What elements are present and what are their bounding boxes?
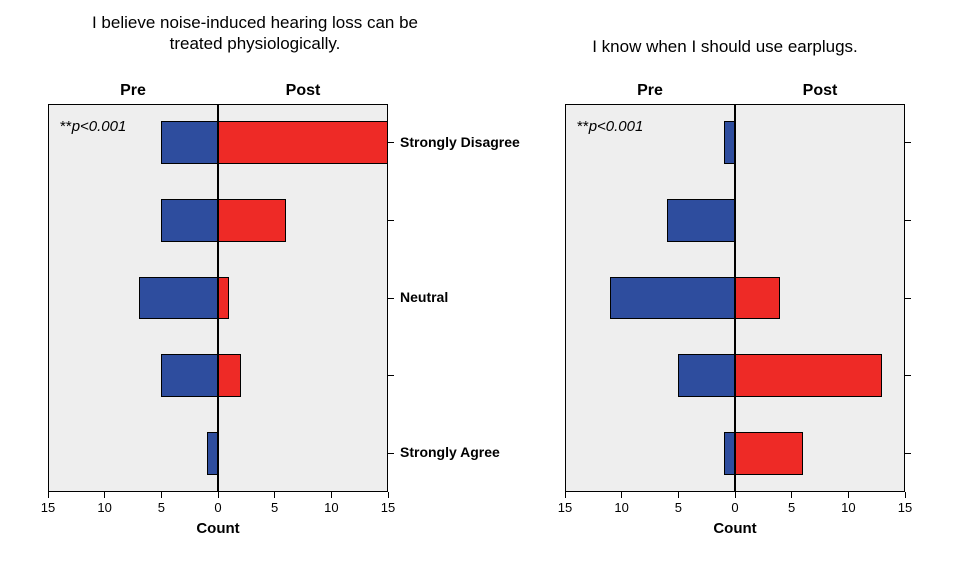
x-axis-title-right: Count — [565, 520, 905, 537]
y-tick-mark — [905, 375, 911, 376]
bar-pre-right-0 — [724, 121, 735, 164]
x-tick-mark — [735, 492, 736, 498]
chart-title-right: I know when I should use earplugs. — [555, 36, 895, 57]
x-tick-mark — [331, 492, 332, 498]
y-tick-mark — [905, 220, 911, 221]
y-tick-mark — [905, 298, 911, 299]
x-tick-mark — [678, 492, 679, 498]
x-tick-label: 15 — [33, 500, 63, 515]
bar-post-left-1 — [218, 199, 286, 242]
y-tick-mark — [388, 298, 394, 299]
x-axis-title-left: Count — [48, 520, 388, 537]
x-tick-mark — [161, 492, 162, 498]
x-tick-label: 15 — [373, 500, 403, 515]
bar-post-left-0 — [218, 121, 388, 164]
significance-label-right: **p<0.001 — [577, 118, 643, 135]
y-tick-mark — [388, 453, 394, 454]
y-tick-mark — [905, 142, 911, 143]
bar-pre-right-2 — [610, 277, 735, 320]
facet-label-post-left: Post — [263, 82, 343, 100]
bar-pre-left-3 — [161, 354, 218, 397]
x-tick-label: 10 — [316, 500, 346, 515]
x-tick-label: 10 — [90, 500, 120, 515]
x-tick-label: 5 — [260, 500, 290, 515]
bar-pre-right-1 — [667, 199, 735, 242]
x-tick-mark — [565, 492, 566, 498]
x-tick-mark — [104, 492, 105, 498]
x-tick-label: 5 — [146, 500, 176, 515]
bar-post-left-2 — [218, 277, 229, 320]
category-label-0: Strongly Disagree — [400, 134, 520, 150]
x-tick-label: 15 — [890, 500, 920, 515]
x-tick-label: 15 — [550, 500, 580, 515]
y-tick-mark — [905, 453, 911, 454]
x-tick-label: 5 — [663, 500, 693, 515]
x-tick-label: 0 — [203, 500, 233, 515]
y-tick-mark — [388, 220, 394, 221]
bar-pre-left-0 — [161, 121, 218, 164]
x-tick-mark — [48, 492, 49, 498]
x-tick-label: 5 — [777, 500, 807, 515]
bar-post-right-4 — [735, 432, 803, 475]
x-tick-mark — [621, 492, 622, 498]
bar-pre-left-2 — [139, 277, 218, 320]
facet-label-post-right: Post — [780, 82, 860, 100]
x-tick-mark — [905, 492, 906, 498]
bar-post-left-3 — [218, 354, 241, 397]
y-tick-mark — [388, 142, 394, 143]
bar-post-right-3 — [735, 354, 882, 397]
significance-label-left: **p<0.001 — [60, 118, 126, 135]
x-tick-mark — [388, 492, 389, 498]
y-tick-mark — [388, 375, 394, 376]
bar-pre-left-4 — [207, 432, 218, 475]
x-tick-label: 10 — [833, 500, 863, 515]
bar-post-right-2 — [735, 277, 780, 320]
facet-label-pre-left: Pre — [93, 82, 173, 100]
x-tick-mark — [848, 492, 849, 498]
chart-title-left: I believe noise-induced hearing loss can… — [75, 12, 435, 55]
bar-pre-right-3 — [678, 354, 735, 397]
facet-label-pre-right: Pre — [610, 82, 690, 100]
category-label-4: Strongly Agree — [400, 444, 500, 460]
bar-pre-left-1 — [161, 199, 218, 242]
bar-pre-right-4 — [724, 432, 735, 475]
category-label-2: Neutral — [400, 289, 448, 305]
x-tick-mark — [274, 492, 275, 498]
x-tick-label: 0 — [720, 500, 750, 515]
x-tick-label: 10 — [607, 500, 637, 515]
x-tick-mark — [218, 492, 219, 498]
x-tick-mark — [791, 492, 792, 498]
